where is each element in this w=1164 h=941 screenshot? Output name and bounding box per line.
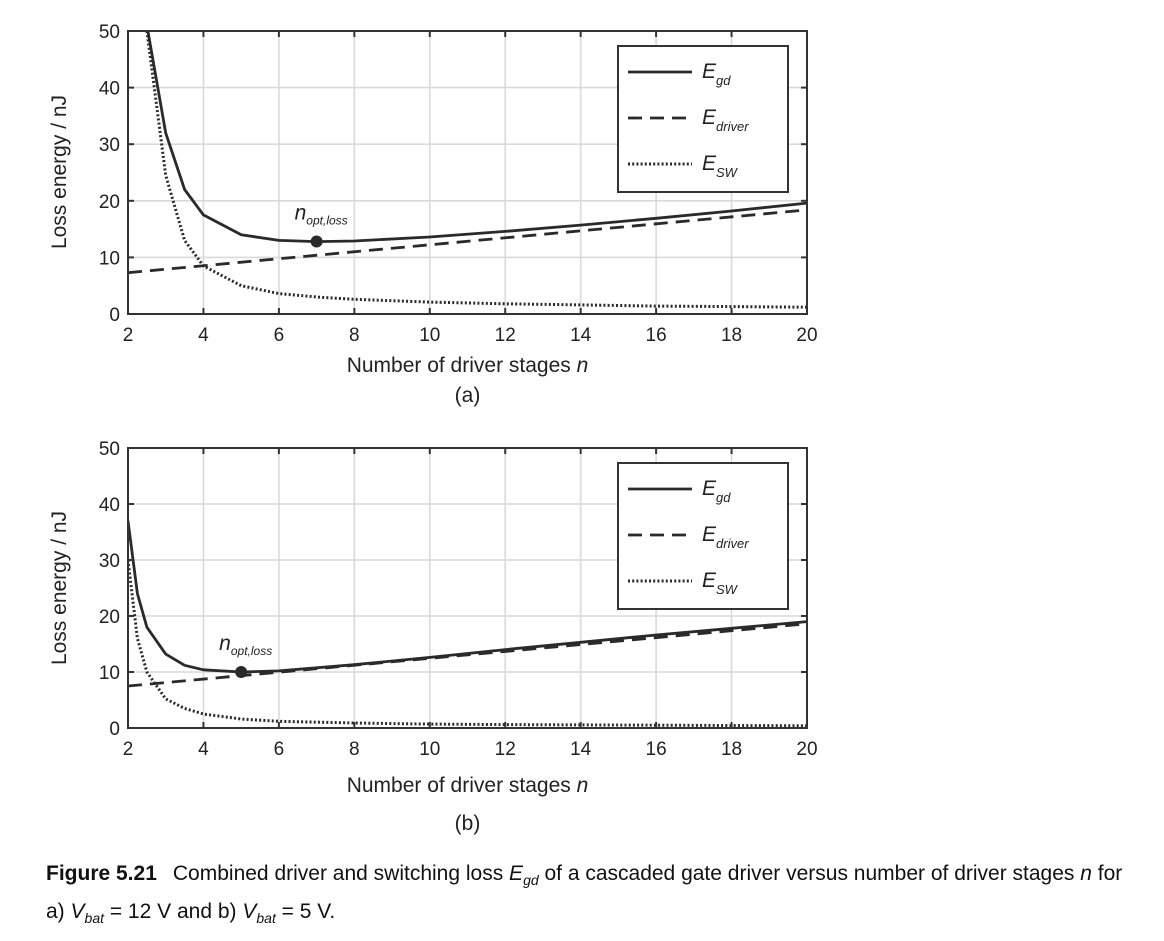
x-tick-label: 2 <box>123 325 134 346</box>
legend-label-sw: ESW <box>702 152 739 180</box>
x-tick-label: 12 <box>495 325 516 346</box>
caption-text-5: = 5 V. <box>275 900 336 924</box>
x-tick-label: 6 <box>274 739 285 760</box>
optimum-label: nopt,loss <box>219 632 272 658</box>
x-tick-label: 12 <box>495 739 516 760</box>
x-tick-label: 2 <box>123 739 134 760</box>
y-tick-label: 50 <box>99 22 120 43</box>
series-line-driver <box>128 208 807 275</box>
y-tick-label: 20 <box>99 607 120 628</box>
x-tick-label: 14 <box>570 739 592 760</box>
x-tick-label: 10 <box>419 739 440 760</box>
x-tick-label: 18 <box>721 325 742 346</box>
y-tick-label: 20 <box>99 192 120 213</box>
caption-text-2: of a cascaded gate driver versus number … <box>538 862 1081 885</box>
x-tick-label: 16 <box>646 325 667 346</box>
caption-text-4: = 12 V and b) <box>104 900 243 924</box>
y-tick-label: 30 <box>99 551 120 572</box>
caption-sub-bat-b: bat <box>256 910 276 927</box>
y-axis-label: Loss energy / nJ <box>48 95 71 249</box>
figure-label: Figure 5.21 <box>46 862 157 885</box>
optimum-marker <box>235 666 248 678</box>
x-tick-label: 10 <box>419 325 440 346</box>
plot-frame <box>127 30 808 315</box>
optimum-label: nopt,loss <box>295 202 348 228</box>
legend-label-gd: Egd <box>702 477 731 505</box>
y-tick-label: 10 <box>99 663 120 684</box>
legend-label-sw: ESW <box>702 569 739 597</box>
caption-var-n: n <box>1080 862 1092 885</box>
x-tick-label: 20 <box>796 739 817 760</box>
y-axis-label: Loss energy / nJ <box>48 511 71 665</box>
y-tick-label: 30 <box>99 135 120 156</box>
legend: Egd Edriver ESW <box>617 45 789 193</box>
x-tick-label: 16 <box>646 739 667 760</box>
y-tick-label: 0 <box>109 305 120 326</box>
caption-var-egd: E <box>509 862 524 885</box>
y-tick-label: 40 <box>99 495 120 516</box>
optimum-marker <box>310 235 323 248</box>
chart-panel-a: 2 4 6 8 10 12 14 16 18 20 0 10 20 30 40 50 Number of dri… <box>48 22 818 407</box>
legend-box <box>617 462 789 610</box>
caption-text-1: Combined driver and switching loss <box>172 862 510 885</box>
y-tick-label: 0 <box>109 719 120 740</box>
panel-label: (b) <box>455 812 481 835</box>
legend-label-gd: Egd <box>702 60 731 88</box>
y-tick-label: 40 <box>99 79 120 100</box>
series-line-gd <box>128 520 807 674</box>
caption-var-vbat-a: V <box>70 900 85 924</box>
caption-sub-gd: gd <box>523 872 539 889</box>
caption-text-3: for a) <box>46 862 1123 924</box>
y-tick-label: 10 <box>99 248 120 269</box>
caption-var-vbat-b: V <box>242 900 257 924</box>
legend-box <box>617 45 789 193</box>
figure-caption: Figure 5.21 Combined driver and switching… <box>46 858 1136 934</box>
x-tick-label: 14 <box>570 325 592 346</box>
plot-frame <box>127 447 808 729</box>
x-tick-label: 6 <box>274 325 285 346</box>
x-axis-label: Number of driver stages n <box>347 354 589 377</box>
series-line-sw <box>145 31 807 309</box>
legend: Egd Edriver ESW <box>617 462 789 610</box>
x-tick-label: 4 <box>198 325 209 346</box>
chart-panel-b: 2 4 6 8 10 12 14 16 18 20 0 10 20 30 40 50 Number of dri… <box>48 439 818 835</box>
x-tick-label: 4 <box>198 739 209 760</box>
legend-label-driver: Edriver <box>702 106 749 134</box>
series-line-gd <box>146 31 807 244</box>
x-axis-label: Number of driver stages n <box>347 774 589 797</box>
caption-sub-bat-a: bat <box>84 910 104 927</box>
x-tick-label: 8 <box>349 325 360 346</box>
x-tick-label: 20 <box>796 325 817 346</box>
x-tick-label: 8 <box>349 739 360 760</box>
legend-label-driver: Edriver <box>702 523 749 551</box>
y-tick-label: 50 <box>99 439 120 460</box>
panel-label: (a) <box>455 384 481 407</box>
x-tick-label: 18 <box>721 739 742 760</box>
